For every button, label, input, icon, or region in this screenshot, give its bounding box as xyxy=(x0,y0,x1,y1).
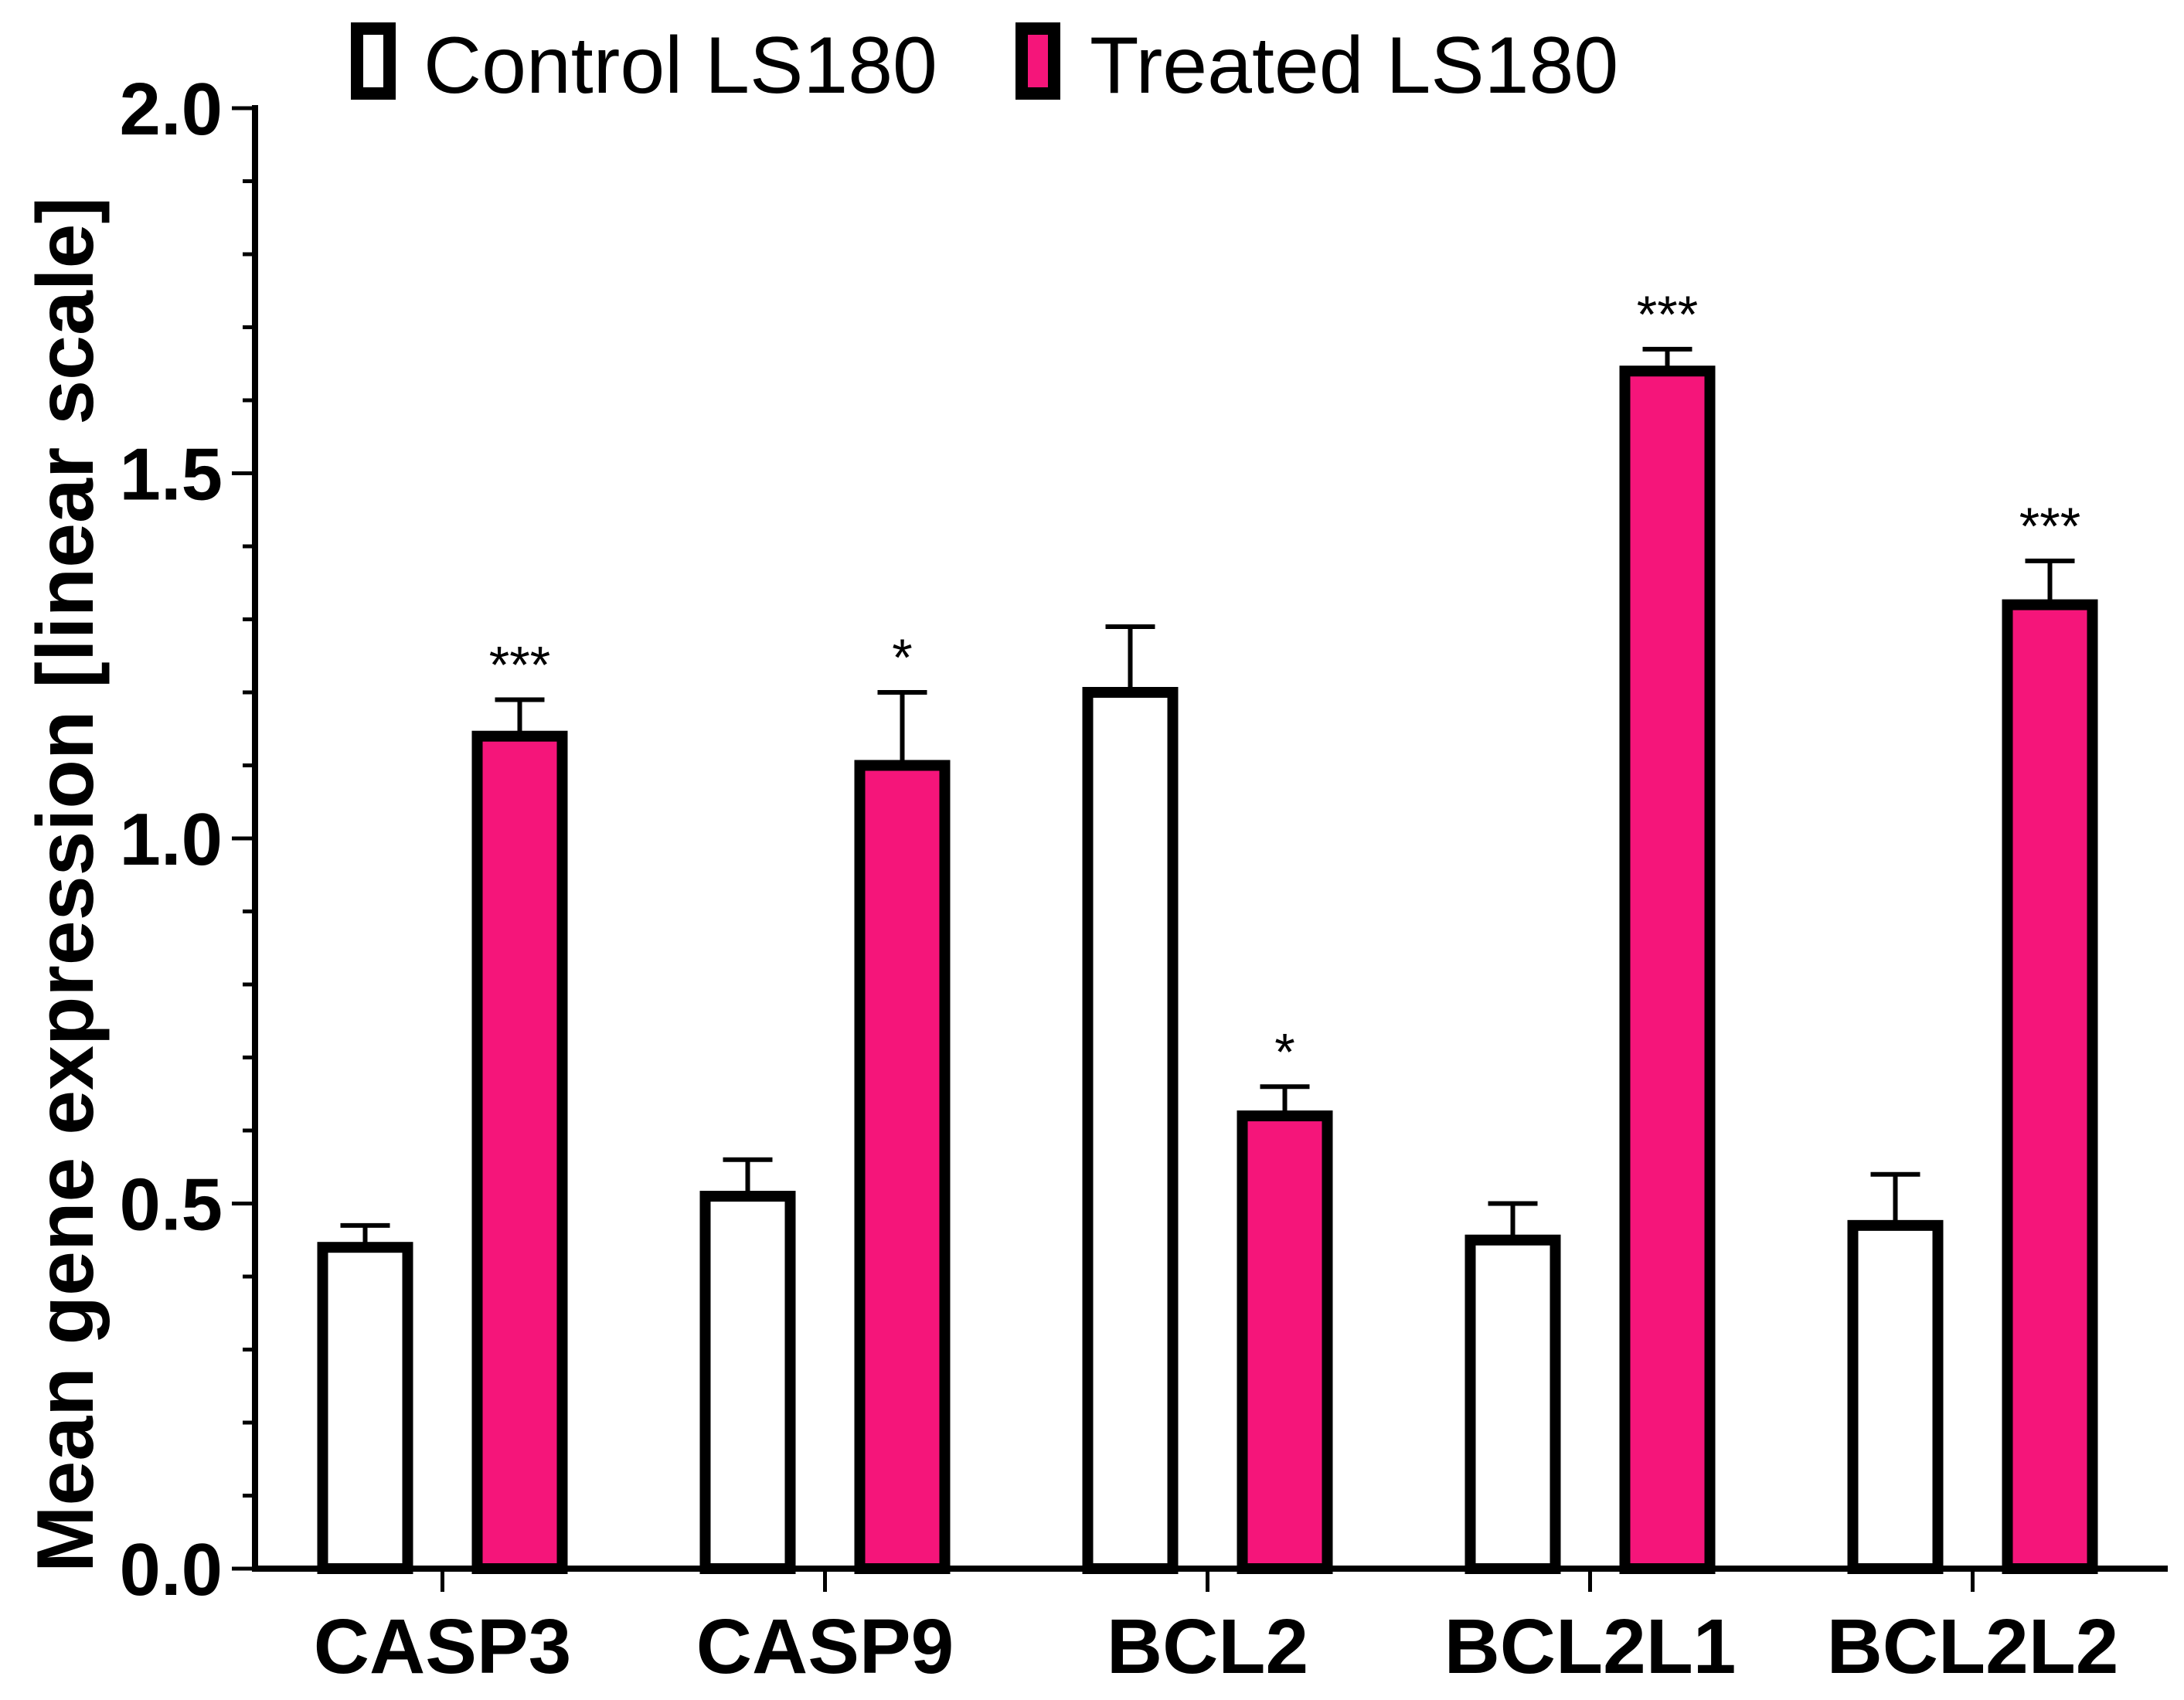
significance-marker: *** xyxy=(1637,285,1698,344)
x-tick-label: BCL2L2 xyxy=(1827,1603,2119,1690)
y-tick-label: 2.0 xyxy=(120,68,223,151)
bar-control xyxy=(1082,687,1179,1574)
significance-marker: * xyxy=(892,628,912,687)
bar-control xyxy=(1847,1219,1944,1574)
bar-treated xyxy=(854,760,951,1574)
bar-control xyxy=(1465,1234,1561,1574)
legend-swatch-treated xyxy=(1015,22,1060,100)
y-tick-label: 0.0 xyxy=(120,1528,223,1611)
legend-label-control: Control LS180 xyxy=(424,21,937,110)
legend-label-treated: Treated LS180 xyxy=(1090,21,1618,110)
significance-marker: *** xyxy=(489,635,550,694)
plot-area: 0.0 0.5 1.0 1.5 2.0 CASP3 *** CASP9 * BCL2 * BCL2L1… xyxy=(120,68,2168,1690)
x-tick-label: CASP9 xyxy=(696,1603,954,1690)
x-tick-label: BCL2 xyxy=(1107,1603,1308,1690)
y-axis-title: Mean gene expression [linear scale] xyxy=(21,197,111,1572)
bar-treated xyxy=(2002,599,2098,1574)
legend-swatch-control xyxy=(351,22,396,100)
bar-control xyxy=(317,1242,413,1574)
bar-treated xyxy=(1619,366,1716,1575)
bar-control xyxy=(699,1191,796,1575)
significance-marker: * xyxy=(1274,1022,1294,1081)
x-tick-label: CASP3 xyxy=(314,1603,571,1690)
bar-treated xyxy=(1237,1110,1333,1574)
y-tick-label: 0.5 xyxy=(120,1164,223,1246)
legend: Control LS180 Treated LS180 xyxy=(351,21,1618,110)
bar-treated xyxy=(471,730,568,1575)
significance-marker: *** xyxy=(2019,497,2080,556)
y-tick-label: 1.5 xyxy=(120,434,223,516)
x-tick-label: BCL2L1 xyxy=(1444,1603,1737,1690)
y-tick-label: 1.0 xyxy=(120,798,223,881)
